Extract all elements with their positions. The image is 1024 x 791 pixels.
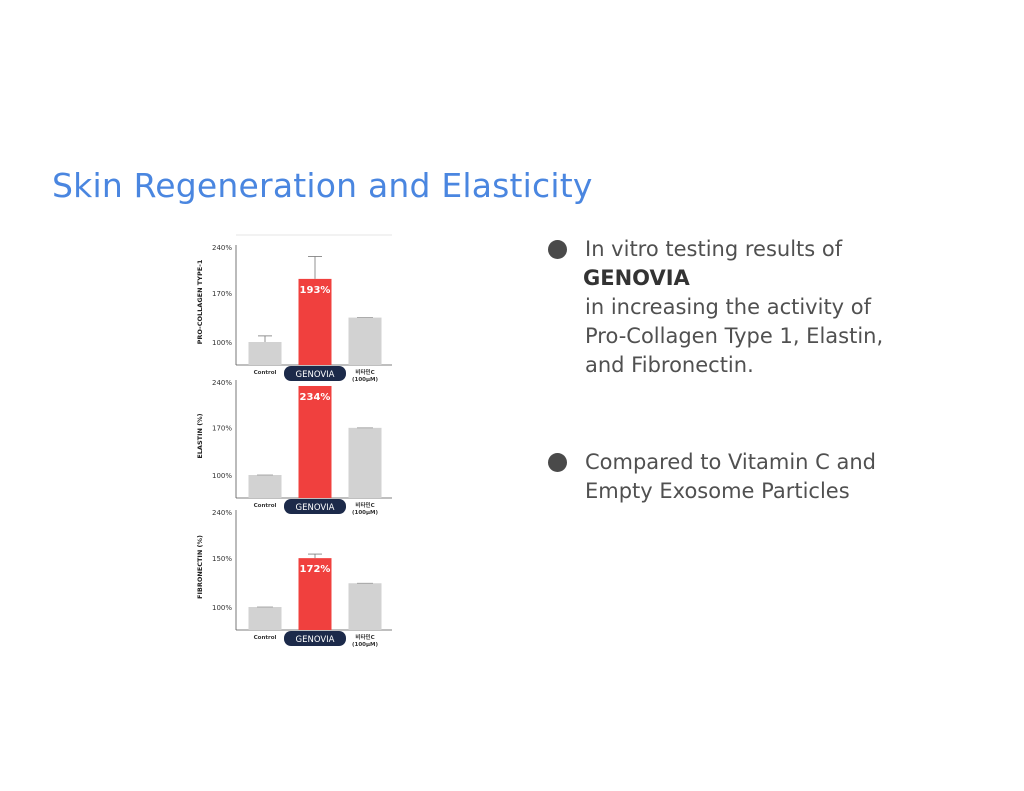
bar [248, 607, 282, 630]
bullet-line: and Fibronectin. [585, 353, 754, 377]
genovia-pill [284, 631, 346, 646]
data-label: 172% [300, 564, 331, 575]
y-tick-label: 240% [212, 244, 232, 252]
genovia-pill [284, 366, 346, 381]
genovia-pill [284, 499, 346, 514]
y-tick-label: 170% [212, 290, 232, 298]
x-tick-label: GENOVIA [296, 370, 335, 380]
y-tick-label: 100% [212, 472, 232, 480]
bullet-line-brand: GENOVIA [583, 266, 690, 290]
bar [248, 342, 282, 365]
charts-panel: 240% 170% 100% PRO-COLLAGEN TYPE-1 193% Contr… [186, 232, 402, 652]
data-label: 193% [300, 285, 331, 296]
x-tick-label: (100μM) [352, 510, 379, 516]
slide-title: Skin Regeneration and Elasticity [52, 166, 593, 205]
bullet-dot-icon [548, 453, 567, 472]
y-tick-label: 240% [212, 509, 232, 517]
bullet-line: in increasing the activity of [585, 295, 872, 319]
x-tick-label: GENOVIA [296, 635, 335, 645]
bar [348, 317, 382, 365]
bar [298, 385, 332, 498]
x-tick-label: 비타민C [355, 501, 374, 509]
data-label: 234% [300, 392, 331, 403]
bullet-line: Pro-Collagen Type 1, Elastin, [585, 324, 884, 348]
y-tick-label: 100% [212, 339, 232, 347]
y-tick-label: 100% [212, 604, 232, 612]
x-tick-label: Control [254, 635, 277, 641]
x-tick-label: 비타민C [355, 368, 374, 376]
bullet-text: In vitro testing results of GENOVIA in i… [583, 235, 884, 380]
x-tick-label: (100μM) [352, 377, 379, 383]
bullet-text: Compared to Vitamin C and Empty Exosome … [585, 448, 876, 506]
bar [298, 558, 332, 630]
bullet-dot-icon [548, 240, 567, 259]
x-tick-label: Control [254, 370, 277, 376]
x-tick-label: (100μM) [352, 642, 379, 648]
x-tick-label: 비타민C [355, 633, 374, 641]
bar-charts: 240% 170% 100% PRO-COLLAGEN TYPE-1 193% Contr… [196, 234, 392, 648]
x-tick-label: Control [254, 503, 277, 509]
bullet-line: Empty Exosome Particles [585, 479, 850, 503]
x-tick-label: GENOVIA [296, 503, 335, 513]
y-axis-label: PRO-COLLAGEN TYPE-1 [196, 259, 204, 344]
bar [348, 583, 382, 630]
bullet-line: In vitro testing results of [585, 237, 843, 261]
bar [248, 475, 282, 498]
y-tick-label: 150% [212, 555, 232, 563]
bar [298, 278, 332, 365]
y-tick-label: 240% [212, 379, 232, 387]
y-tick-label: 170% [212, 424, 232, 432]
y-axis-label: FIBRONECTIN (%) [196, 535, 204, 599]
bar [348, 427, 382, 498]
bullet-line: Compared to Vitamin C and [585, 450, 876, 474]
y-axis-label: ELASTIN (%) [196, 413, 204, 458]
